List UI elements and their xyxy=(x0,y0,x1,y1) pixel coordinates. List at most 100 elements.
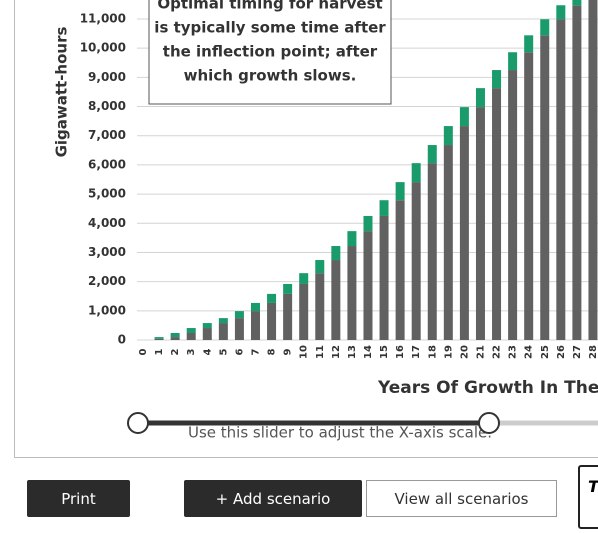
bar-segment xyxy=(250,311,260,340)
bar-segment xyxy=(218,318,228,324)
y-tick-label: 0 xyxy=(118,333,126,347)
y-tick-label: 10,000 xyxy=(80,41,126,55)
x-tick-label: 2 xyxy=(170,348,181,355)
x-tick-label: 4 xyxy=(202,348,213,355)
x-tick-label: 1 xyxy=(154,348,165,355)
side-box: T xyxy=(578,465,598,529)
y-tick-label: 11,000 xyxy=(80,11,126,25)
bar-segment xyxy=(154,337,164,339)
bar-segment xyxy=(218,323,228,340)
bar-segment xyxy=(524,35,534,53)
y-tick-label: 4,000 xyxy=(88,216,126,230)
bar-segment xyxy=(427,145,437,164)
bar-segment xyxy=(363,231,373,340)
annotation-text: is typically some time after xyxy=(154,19,386,37)
bar-segment xyxy=(299,283,309,340)
view-scenarios-button[interactable]: View all scenarios xyxy=(366,480,557,517)
bar-segment xyxy=(347,246,357,340)
bar-segment xyxy=(267,302,277,340)
bar-segment xyxy=(572,5,582,341)
bar-segment xyxy=(572,0,582,6)
x-tick-label: 12 xyxy=(331,345,342,359)
x-tick-label: 10 xyxy=(299,345,310,359)
bar-segment xyxy=(427,163,437,340)
bar-segment xyxy=(379,215,389,340)
bar-segment xyxy=(588,0,598,341)
bar-segment xyxy=(395,182,405,201)
y-tick-label: 7,000 xyxy=(88,128,126,142)
print-button[interactable]: Print xyxy=(27,480,130,517)
x-tick-label: 6 xyxy=(234,348,245,355)
y-tick-label: 9,000 xyxy=(88,70,126,84)
x-tick-label: 22 xyxy=(492,345,503,359)
bar-segment xyxy=(556,19,566,340)
bar-segment xyxy=(508,70,518,341)
bar-segment xyxy=(170,332,180,338)
bar-segment xyxy=(379,200,389,216)
x-tick-label: 7 xyxy=(250,348,261,355)
y-tick-label: 3,000 xyxy=(88,245,126,259)
x-tick-label: 3 xyxy=(186,348,197,355)
y-tick-label: 8,000 xyxy=(88,99,126,113)
x-tick-label: 11 xyxy=(315,345,326,359)
x-tick-label: 16 xyxy=(395,345,406,359)
bar-segment xyxy=(363,215,373,232)
y-axis-title: Gigawatt-hours xyxy=(53,27,71,158)
bar-segment xyxy=(524,52,534,340)
x-tick-label: 0 xyxy=(138,348,149,355)
bar-segment xyxy=(459,126,469,340)
x-tick-label: 19 xyxy=(443,345,454,359)
bar-segment xyxy=(202,328,212,340)
x-tick-label: 15 xyxy=(379,345,390,359)
y-tick-label: 1,000 xyxy=(88,303,126,317)
x-tick-label: 13 xyxy=(347,345,358,359)
bar-segment xyxy=(443,126,453,146)
x-tick-label: 27 xyxy=(572,345,583,359)
bar-segment xyxy=(315,260,325,274)
x-tick-label: 25 xyxy=(540,345,551,359)
bar-segment xyxy=(411,163,421,183)
bar-segment xyxy=(283,293,293,340)
bar-segment xyxy=(508,52,518,71)
bar-segment xyxy=(315,273,325,340)
bar-segment xyxy=(411,182,421,340)
bar-segment xyxy=(234,318,244,340)
annotation-text: which growth slows. xyxy=(184,67,357,85)
x-axis-title: Years Of Growth In The M xyxy=(377,378,598,398)
bar-segment xyxy=(299,273,309,284)
bar-segment xyxy=(202,323,212,329)
x-tick-label: 20 xyxy=(459,345,470,359)
x-tick-label: 21 xyxy=(475,345,486,359)
y-tick-label: 2,000 xyxy=(88,274,126,288)
y-tick-label: 6,000 xyxy=(88,157,126,171)
bar-segment xyxy=(154,338,164,340)
bar-segment xyxy=(267,293,277,303)
bar-segment xyxy=(331,246,341,261)
x-tick-label: 9 xyxy=(283,348,294,355)
slider-handle[interactable] xyxy=(127,412,149,434)
bar-segment xyxy=(170,337,180,340)
bar-segment xyxy=(234,311,244,319)
bar-segment xyxy=(556,5,566,20)
add-scenario-button[interactable]: + Add scenario xyxy=(184,480,362,517)
x-tick-label: 8 xyxy=(267,348,278,355)
x-tick-label: 28 xyxy=(588,345,598,359)
x-tick-label: 17 xyxy=(411,345,422,359)
bar-segment xyxy=(283,283,293,294)
bar-segment xyxy=(443,145,453,340)
bar-segment xyxy=(347,231,357,247)
y-tick-label: 5,000 xyxy=(88,187,126,201)
x-tick-label: 5 xyxy=(218,348,229,355)
bar-segment xyxy=(540,19,550,36)
slider-handle[interactable] xyxy=(478,412,500,434)
slider-hint: Use this slider to adjust the X-axis sca… xyxy=(188,424,492,442)
bar-segment xyxy=(475,88,485,108)
bar-segment xyxy=(186,332,196,340)
bar-segment xyxy=(331,260,341,340)
annotation-box xyxy=(148,0,392,105)
bar-segment xyxy=(492,88,502,341)
x-tick-label: 23 xyxy=(508,345,519,359)
bar-segment xyxy=(475,107,485,340)
x-tick-label: 18 xyxy=(427,345,438,359)
